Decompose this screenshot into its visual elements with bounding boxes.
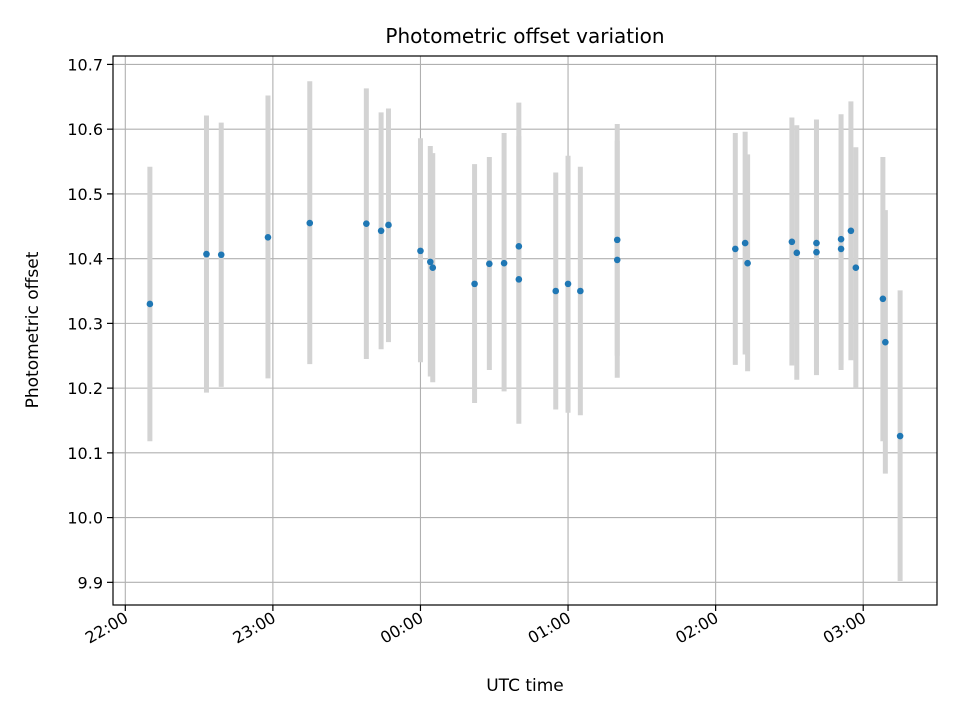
- chart-title: Photometric offset variation: [385, 24, 664, 48]
- data-point: [486, 260, 493, 268]
- y-tick-label: 10.5: [67, 185, 103, 204]
- data-point: [852, 264, 860, 272]
- data-point: [363, 220, 370, 227]
- data-point: [741, 239, 749, 247]
- data-point: [837, 245, 845, 253]
- data-point: [564, 280, 572, 288]
- x-axis-ticks: 22:00 23:00 00:00 01:00 02:00 03:00: [82, 605, 869, 648]
- y-tick-label: 10.6: [67, 120, 103, 139]
- grid-lines: [113, 56, 937, 605]
- data-point: [896, 432, 904, 440]
- data-point: [385, 221, 392, 229]
- data-point: [217, 251, 225, 259]
- y-tick-label: 10.3: [67, 314, 103, 333]
- data-point: [515, 276, 523, 283]
- data-point: [146, 300, 154, 308]
- data-point: [471, 280, 478, 288]
- data-point: [306, 219, 314, 227]
- data-point: [429, 264, 437, 272]
- data-points: [146, 219, 904, 440]
- data-point: [793, 249, 801, 257]
- data-point: [377, 227, 385, 235]
- x-tick-label: 01:00: [525, 608, 574, 648]
- data-point: [427, 258, 434, 266]
- data-point: [813, 239, 820, 247]
- data-point: [613, 236, 621, 244]
- x-axis-title: UTC time: [486, 676, 564, 696]
- x-tick-label: 03:00: [820, 608, 869, 648]
- data-point: [882, 338, 889, 346]
- data-point: [613, 256, 621, 264]
- data-point: [837, 235, 845, 243]
- y-tick-label: 10.1: [67, 444, 103, 463]
- y-axis-ticks: 9.9 10.0 10.1 10.2 10.3 10.4 10.5 10.6 10.7: [67, 55, 113, 592]
- data-point: [552, 287, 560, 295]
- error-bars: [147, 81, 903, 582]
- data-point: [813, 248, 820, 256]
- y-tick-label: 10.4: [67, 250, 103, 269]
- data-point: [744, 259, 751, 267]
- plot-frame: [112, 55, 938, 606]
- data-point: [417, 247, 424, 255]
- y-tick-label: 9.9: [78, 573, 103, 592]
- y-tick-label: 10.7: [67, 55, 103, 74]
- y-tick-label: 10.2: [67, 379, 103, 398]
- y-axis-title: Photometric offset: [23, 251, 43, 408]
- x-tick-label: 23:00: [229, 608, 278, 648]
- data-point: [732, 245, 739, 253]
- data-point: [847, 227, 855, 235]
- y-tick-label: 10.0: [67, 509, 103, 528]
- data-point: [879, 295, 887, 303]
- x-tick-label: 22:00: [82, 608, 131, 648]
- x-tick-label: 02:00: [672, 608, 721, 648]
- x-tick-label: 00:00: [377, 608, 426, 648]
- data-point: [577, 287, 584, 295]
- data-point: [788, 238, 796, 246]
- data-point: [515, 243, 523, 250]
- data-point: [203, 250, 210, 258]
- data-point: [500, 259, 508, 267]
- data-point: [264, 233, 272, 241]
